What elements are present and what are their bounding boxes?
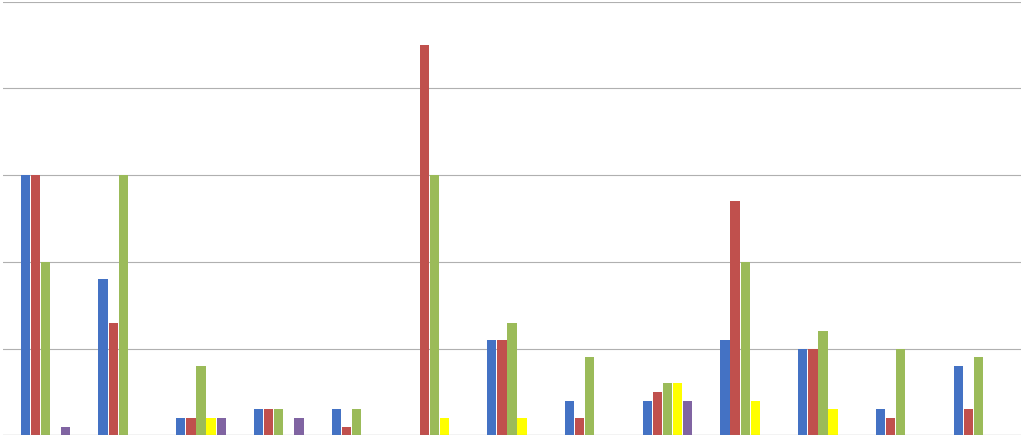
Bar <box>217 418 226 435</box>
Bar <box>683 401 692 435</box>
Bar <box>439 418 449 435</box>
Bar <box>352 409 361 435</box>
Bar <box>730 202 739 435</box>
Bar <box>274 409 284 435</box>
Bar <box>197 366 206 435</box>
Bar <box>41 262 50 435</box>
Bar <box>652 392 663 435</box>
Bar <box>20 176 30 435</box>
Bar <box>207 418 216 435</box>
Bar <box>953 366 963 435</box>
Bar <box>176 418 185 435</box>
Bar <box>98 279 108 435</box>
Bar <box>565 401 574 435</box>
Bar <box>886 418 895 435</box>
Bar <box>294 418 304 435</box>
Bar <box>896 349 905 435</box>
Bar <box>751 401 760 435</box>
Bar <box>498 340 507 435</box>
Bar <box>487 340 497 435</box>
Bar <box>517 418 526 435</box>
Bar <box>663 383 672 435</box>
Bar <box>964 409 973 435</box>
Bar <box>720 340 730 435</box>
Bar <box>798 349 807 435</box>
Bar <box>31 176 40 435</box>
Bar <box>740 262 750 435</box>
Bar <box>818 332 827 435</box>
Bar <box>254 409 263 435</box>
Bar <box>673 383 682 435</box>
Bar <box>876 409 885 435</box>
Bar <box>507 323 517 435</box>
Bar <box>186 418 196 435</box>
Bar <box>575 418 585 435</box>
Bar <box>828 409 838 435</box>
Bar <box>420 46 429 435</box>
Bar <box>643 401 652 435</box>
Bar <box>430 176 439 435</box>
Bar <box>109 323 118 435</box>
Bar <box>61 427 71 435</box>
Bar <box>264 409 273 435</box>
Bar <box>808 349 817 435</box>
Bar <box>342 427 351 435</box>
Bar <box>585 357 594 435</box>
Bar <box>119 176 128 435</box>
Bar <box>974 357 983 435</box>
Bar <box>332 409 341 435</box>
